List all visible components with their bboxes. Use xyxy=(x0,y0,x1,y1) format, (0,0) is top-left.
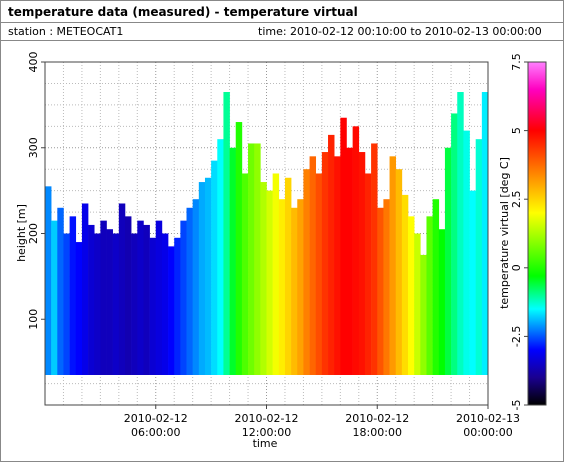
x-tick-date: 2010-02-13 xyxy=(456,412,520,425)
x-tick-date: 2010-02-12 xyxy=(345,412,409,425)
data-column xyxy=(408,216,415,375)
data-column xyxy=(334,156,341,375)
x-tick-time: 18:00:00 xyxy=(353,426,402,439)
y-tick-label: 100 xyxy=(27,309,40,330)
data-column xyxy=(321,152,329,375)
data-column xyxy=(254,143,261,375)
data-column xyxy=(272,173,280,375)
x-tick-time: 06:00:00 xyxy=(131,426,180,439)
data-column xyxy=(383,199,390,375)
data-column xyxy=(204,177,212,375)
data-column xyxy=(328,134,335,375)
data-column xyxy=(475,139,483,375)
data-column xyxy=(457,92,464,375)
data-column xyxy=(155,220,163,375)
data-column xyxy=(278,199,286,375)
data-column xyxy=(94,233,101,375)
data-column xyxy=(414,233,421,375)
data-column xyxy=(297,199,304,375)
data-column xyxy=(112,233,120,375)
data-column xyxy=(45,186,52,375)
data-column xyxy=(481,92,489,375)
time-label: time: 2010-02-12 00:10:00 to 2010-02-13 … xyxy=(258,25,542,38)
data-column xyxy=(284,177,292,375)
data-column xyxy=(81,203,89,375)
x-tick-time: 12:00:00 xyxy=(242,426,291,439)
data-column xyxy=(192,199,200,375)
data-column xyxy=(444,147,452,375)
data-column xyxy=(260,182,267,375)
data-column xyxy=(75,242,83,375)
colorbar-tick-label: -5 xyxy=(510,400,523,411)
data-column xyxy=(143,224,150,375)
data-column xyxy=(371,143,378,375)
colorbar-tick-label: -2.5 xyxy=(510,326,523,347)
data-column xyxy=(291,207,298,375)
data-column xyxy=(389,156,397,375)
data-column xyxy=(309,156,317,375)
y-axis-label: height [m] xyxy=(15,204,28,262)
data-column xyxy=(420,254,427,375)
y-tick-label: 400 xyxy=(27,52,40,73)
x-axis-label: time xyxy=(253,437,278,450)
data-column xyxy=(88,224,95,375)
data-column xyxy=(51,220,58,375)
y-tick-label: 300 xyxy=(27,137,40,158)
data-column xyxy=(100,220,107,375)
data-column xyxy=(438,229,446,375)
colorbar-tick-label: 0 xyxy=(510,264,523,271)
data-column xyxy=(131,233,138,375)
data-column xyxy=(211,160,218,375)
data-column xyxy=(168,246,175,375)
data-column xyxy=(352,126,360,375)
data-column xyxy=(463,130,470,375)
data-column xyxy=(340,117,347,375)
data-column xyxy=(346,147,353,375)
data-column xyxy=(395,169,403,375)
data-column xyxy=(186,207,193,375)
colorbar-label: temperature virtual [deg C] xyxy=(498,157,511,309)
data-column xyxy=(432,199,440,375)
data-column xyxy=(161,233,169,375)
data-column xyxy=(124,216,132,375)
data-column xyxy=(451,113,458,375)
data-column xyxy=(63,233,70,375)
y-tick-label: 200 xyxy=(27,223,40,244)
data-column xyxy=(235,122,243,375)
data-column xyxy=(137,220,144,375)
station-label: station : METEOCAT1 xyxy=(8,25,123,38)
data-column xyxy=(229,147,237,375)
data-column xyxy=(358,152,366,375)
data-column xyxy=(248,143,255,375)
data-column xyxy=(149,237,157,375)
data-column xyxy=(198,182,206,375)
colorbar-tick-label: 5 xyxy=(510,127,523,134)
data-column xyxy=(426,216,433,375)
data-column xyxy=(69,216,77,375)
data-column xyxy=(364,173,372,375)
data-column xyxy=(469,190,476,375)
data-column xyxy=(57,207,64,375)
x-tick-time: 00:00:00 xyxy=(463,426,512,439)
data-column xyxy=(303,169,310,375)
data-column xyxy=(315,173,323,375)
chart-title: temperature data (measured) - temperatur… xyxy=(8,5,358,19)
data-column xyxy=(401,194,409,375)
data-column xyxy=(180,220,187,375)
colorbar-tick-label: 7.5 xyxy=(510,53,523,71)
data-column xyxy=(106,229,113,375)
data-column xyxy=(241,173,249,375)
data-column xyxy=(223,92,230,375)
colorbar xyxy=(527,61,547,406)
data-column xyxy=(174,237,181,375)
data-column xyxy=(118,203,126,375)
data-column xyxy=(266,190,273,375)
colorbar-tick-label: 2.5 xyxy=(510,190,523,208)
data-column xyxy=(377,207,384,375)
x-tick-date: 2010-02-12 xyxy=(235,412,299,425)
data-column xyxy=(217,139,224,375)
x-tick-date: 2010-02-12 xyxy=(124,412,188,425)
